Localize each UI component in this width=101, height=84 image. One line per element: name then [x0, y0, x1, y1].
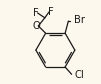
Text: Br: Br — [74, 15, 85, 25]
Text: F: F — [33, 8, 38, 18]
Text: Cl: Cl — [74, 70, 84, 80]
Text: O: O — [32, 20, 40, 30]
Text: F: F — [48, 7, 54, 17]
